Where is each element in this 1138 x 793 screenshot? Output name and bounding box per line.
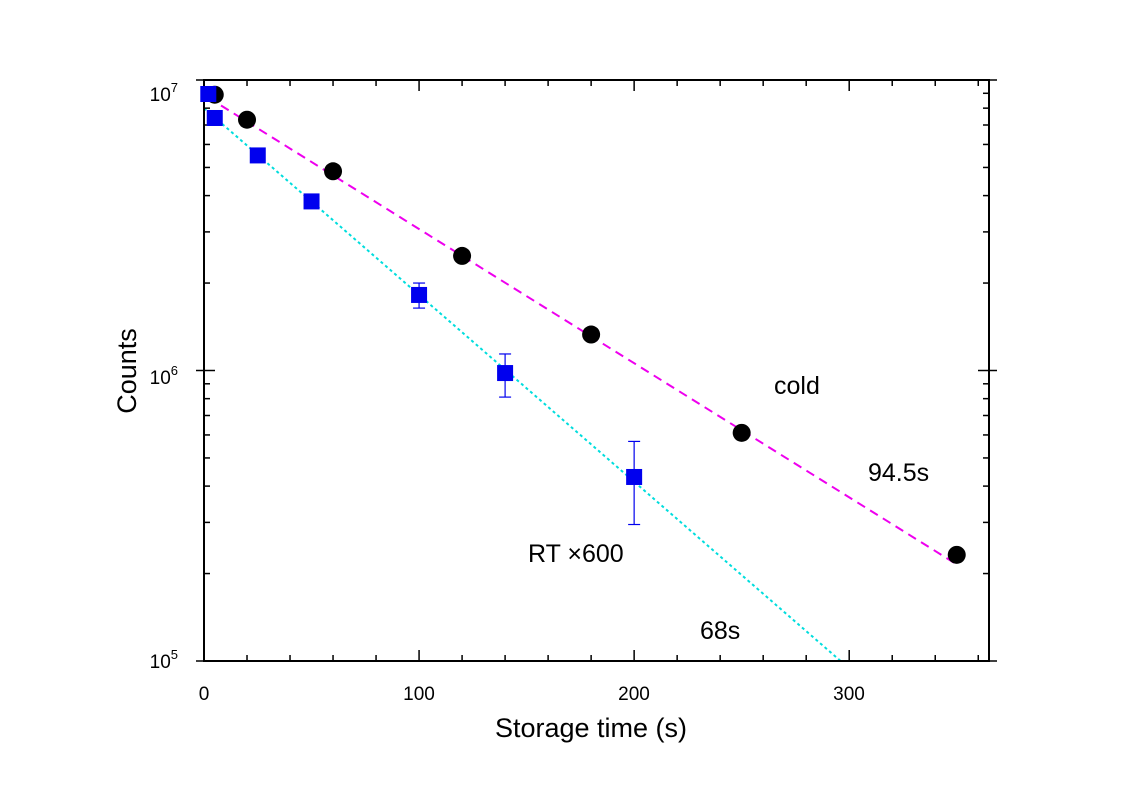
y-tick-label-1e6: 106 bbox=[150, 363, 178, 389]
cold-point bbox=[324, 162, 343, 181]
x-tick-label-100: 100 bbox=[403, 684, 435, 705]
rt-point bbox=[626, 468, 643, 485]
rt-point bbox=[411, 286, 428, 303]
cold-point bbox=[732, 423, 751, 442]
fit-lines bbox=[203, 96, 958, 662]
x-tick-label-200: 200 bbox=[618, 684, 650, 705]
rt-point bbox=[200, 85, 217, 102]
x-tick-label-0: 0 bbox=[199, 684, 210, 705]
x-tick-label-300: 300 bbox=[833, 684, 865, 705]
x-axis-label: Storage time (s) bbox=[495, 713, 687, 743]
cold-fit-line bbox=[207, 96, 958, 566]
rt-point bbox=[497, 365, 514, 382]
cold-point bbox=[453, 246, 472, 265]
rt-point bbox=[206, 109, 223, 126]
y-tick-labels: 105 106 107 bbox=[150, 80, 178, 673]
annotation-cold: cold bbox=[774, 372, 820, 400]
annotation-rt-tau: 68s bbox=[700, 617, 740, 645]
annotation-cold-tau: 94.5s bbox=[868, 459, 929, 487]
cold-point bbox=[238, 110, 257, 129]
error-bars bbox=[413, 282, 641, 526]
cold-point bbox=[582, 325, 601, 344]
data-points bbox=[200, 85, 966, 564]
minor-ticks bbox=[204, 80, 989, 661]
y-tick-label-1e7: 107 bbox=[150, 80, 178, 106]
x-tick-labels: 0 100 200 300 bbox=[199, 684, 865, 705]
major-ticks bbox=[196, 79, 997, 662]
plot-frame bbox=[203, 79, 990, 662]
y-tick-label-1e5: 105 bbox=[150, 647, 178, 673]
rt-fit-line bbox=[203, 107, 842, 662]
rt-point bbox=[303, 193, 320, 210]
cold-point bbox=[947, 545, 966, 564]
y-axis-label: Counts bbox=[112, 328, 142, 414]
annotation-rt: RT ×600 bbox=[528, 540, 624, 568]
rt-point bbox=[249, 147, 266, 164]
